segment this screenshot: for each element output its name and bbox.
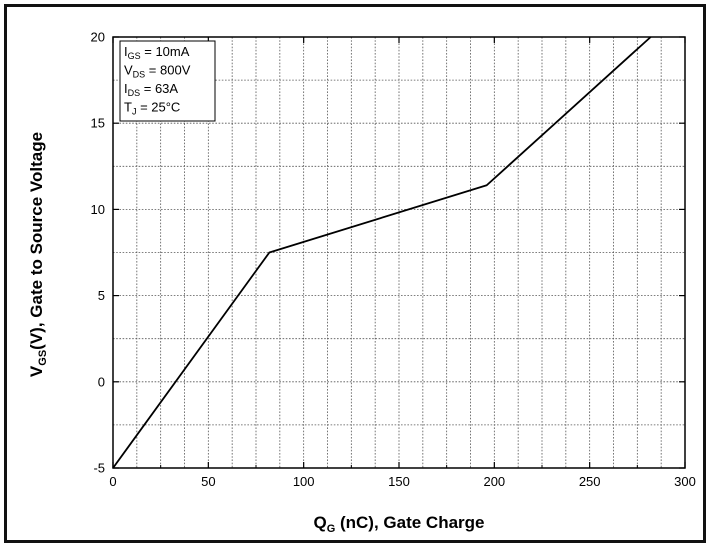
y-tick-label: 5	[98, 288, 105, 303]
x-tick-labels: 0 50 100 150 200 250 300	[109, 474, 695, 489]
y-tick-label: 10	[91, 202, 105, 217]
series-group	[112, 36, 652, 469]
x-tick-label: 50	[201, 474, 215, 489]
x-axis-label-sub: G	[327, 523, 336, 535]
y-tick-labels: -5 0 5 10 15 20	[91, 30, 105, 476]
y-axis-label-main: V	[27, 365, 46, 377]
condition-line: TJ = 25°C	[124, 100, 180, 117]
condition-line: VDS = 800V	[124, 63, 191, 80]
condition-subscript: DS	[133, 70, 146, 80]
y-tick-label: 15	[91, 116, 105, 131]
condition-value: = 25°C	[136, 100, 180, 115]
x-axis-label-main: Q	[313, 513, 326, 532]
y-tick-label: 0	[98, 374, 105, 389]
grid	[113, 37, 685, 468]
x-tick-label: 150	[388, 474, 410, 489]
conditions-box-border	[119, 40, 216, 122]
condition-value: = 10mA	[141, 44, 190, 59]
condition-subscript: DS	[128, 88, 141, 98]
condition-value: = 800V	[145, 63, 191, 78]
condition-value: = 63A	[140, 81, 178, 96]
condition-symbol: V	[124, 63, 133, 78]
x-tick-label: 100	[293, 474, 315, 489]
condition-subscript: GS	[128, 51, 141, 61]
y-axis-label: VGS(V), Gate to Source Voltage	[27, 132, 49, 377]
x-tick-label: 0	[109, 474, 116, 489]
y-tick-label: 20	[91, 30, 105, 45]
y-axis-label-rest: (V), Gate to Source Voltage	[27, 132, 46, 350]
y-tick-label: -5	[93, 461, 105, 476]
x-tick-label: 300	[674, 474, 696, 489]
condition-subscript: J	[132, 107, 137, 117]
condition-symbol: T	[124, 100, 132, 115]
condition-line: IGS = 10mA	[124, 44, 190, 61]
condition-symbol: I	[124, 44, 128, 59]
x-tick-label: 250	[579, 474, 601, 489]
y-axis-label-sub: GS	[37, 350, 49, 366]
series-line	[112, 36, 652, 469]
axis-ticks	[112, 36, 686, 469]
x-axis-label-rest: (nC), Gate Charge	[335, 513, 484, 532]
condition-line: IDS = 63A	[124, 81, 178, 98]
condition-symbol: I	[124, 81, 128, 96]
x-axis-label: QG (nC), Gate Charge	[313, 513, 484, 535]
x-tick-label: 200	[483, 474, 505, 489]
